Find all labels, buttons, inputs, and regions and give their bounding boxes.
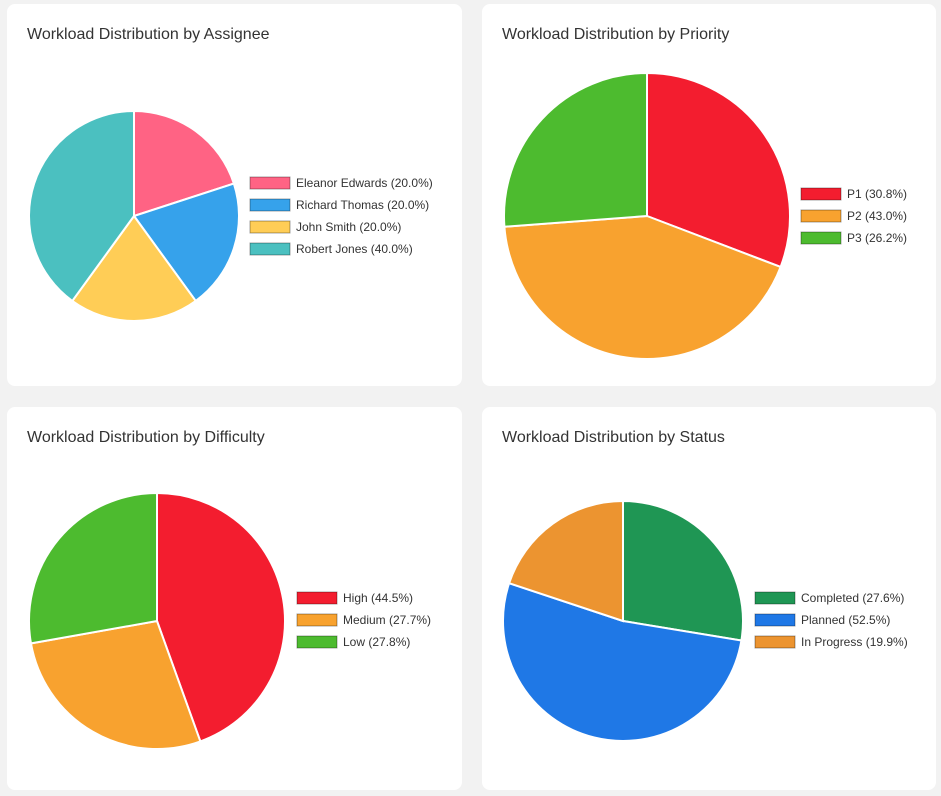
legend-swatch xyxy=(249,242,291,256)
legend-swatch xyxy=(249,176,291,190)
pie-slice xyxy=(502,581,743,742)
legend-label: John Smith (20.0%) xyxy=(296,220,401,234)
legend-swatch xyxy=(249,198,291,212)
pie-slice xyxy=(70,214,198,322)
legend-label: Richard Thomas (20.0%) xyxy=(296,198,429,212)
pie-slice xyxy=(507,499,624,623)
chart-title: Workload Distribution by Priority xyxy=(502,26,729,43)
pie-slice xyxy=(156,491,286,743)
pie-slice xyxy=(28,491,158,645)
legend-label: High (44.5%) xyxy=(343,591,413,605)
legend-label: Planned (52.5%) xyxy=(801,613,890,627)
legend-swatch xyxy=(800,187,842,201)
legend-label: P3 (26.2%) xyxy=(847,231,907,245)
legend-swatch xyxy=(296,635,338,649)
chart-title: Workload Distribution by Status xyxy=(502,429,725,446)
chart-title: Workload Distribution by Difficulty xyxy=(27,429,265,446)
legend-label: In Progress (19.9%) xyxy=(801,635,908,649)
legend-swatch xyxy=(800,209,842,223)
chart-card: Workload Distribution by Difficulty High … xyxy=(7,407,462,790)
chart-card: Workload Distribution by Status Completed… xyxy=(482,407,936,790)
legend-swatch xyxy=(754,591,796,605)
legend-label: Medium (27.7%) xyxy=(343,613,431,627)
legend-label: Completed (27.6%) xyxy=(801,591,904,605)
pie-slice xyxy=(29,619,202,750)
legend-label: Robert Jones (40.0%) xyxy=(296,242,413,256)
pie-slice xyxy=(622,499,744,642)
legend-swatch xyxy=(754,613,796,627)
chart-card: Workload Distribution by Assignee Eleanor… xyxy=(7,4,462,386)
legend-swatch xyxy=(296,613,338,627)
legend-label: P1 (30.8%) xyxy=(847,187,907,201)
legend-label: P2 (43.0%) xyxy=(847,209,907,223)
legend-swatch xyxy=(296,591,338,605)
legend-swatch xyxy=(249,220,291,234)
pie-slice xyxy=(503,214,782,360)
pie-slice xyxy=(132,182,240,303)
pie-slice xyxy=(28,109,135,303)
legend-swatch xyxy=(800,231,842,245)
pie-slice xyxy=(133,109,236,218)
chart-card: Workload Distribution by Priority P1 (30.… xyxy=(482,4,936,386)
legend-label: Low (27.8%) xyxy=(343,635,410,649)
legend-swatch xyxy=(754,635,796,649)
chart-title: Workload Distribution by Assignee xyxy=(27,26,270,43)
pie-slice xyxy=(646,71,791,269)
pie-slice xyxy=(503,71,648,228)
legend-label: Eleanor Edwards (20.0%) xyxy=(296,176,433,190)
